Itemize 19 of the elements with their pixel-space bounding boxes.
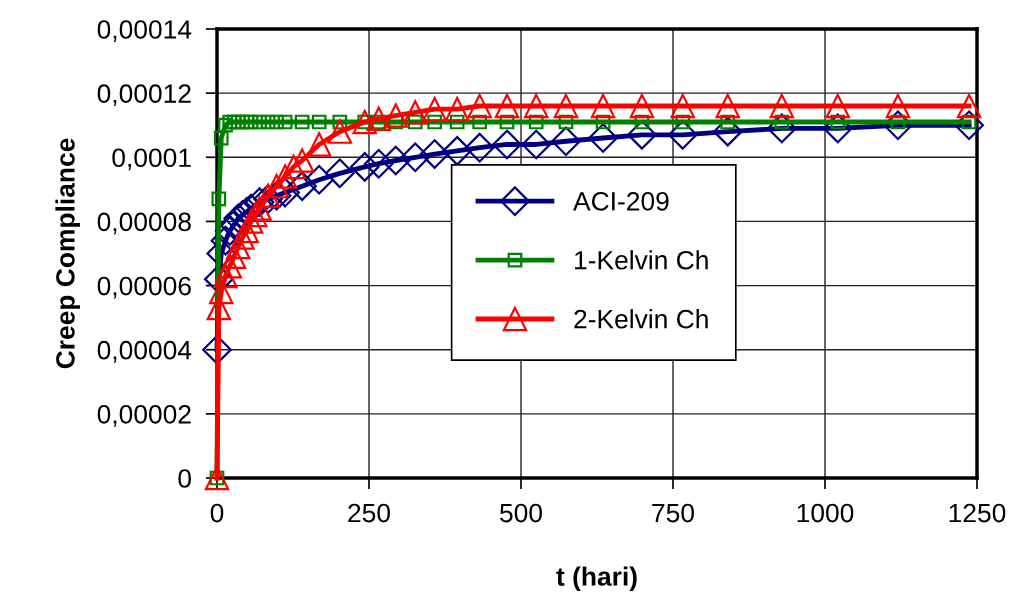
x-tick-label: 500 (500, 503, 542, 523)
x-tick-label: 1250 (949, 503, 1006, 523)
y-tick-label: 0 (178, 469, 191, 488)
x-tick-label: 750 (652, 503, 694, 523)
y-tick-label: 0,00014 (97, 20, 192, 42)
y-tick-label: 0,00006 (97, 276, 191, 299)
y-tick-label: 0,0001 (112, 148, 191, 171)
y-tick-label: 0,00012 (97, 84, 191, 107)
legend-label: 2-Kelvin Ch (574, 309, 708, 329)
y-axis-title: Creep Compliance (55, 138, 80, 369)
y-tick-label: 0,00002 (97, 404, 191, 427)
legend-label: ACI-209 (573, 191, 669, 211)
x-axis-title: t (hari) (556, 566, 637, 592)
y-tick-label: 0,00008 (97, 212, 191, 235)
legend-label: 1-Kelvin Ch (575, 250, 708, 270)
x-tick-label: 1000 (797, 503, 854, 523)
y-tick-label: 0,00004 (97, 340, 192, 363)
x-tick-label: 0 (210, 503, 224, 523)
x-tick-label: 250 (348, 503, 390, 523)
